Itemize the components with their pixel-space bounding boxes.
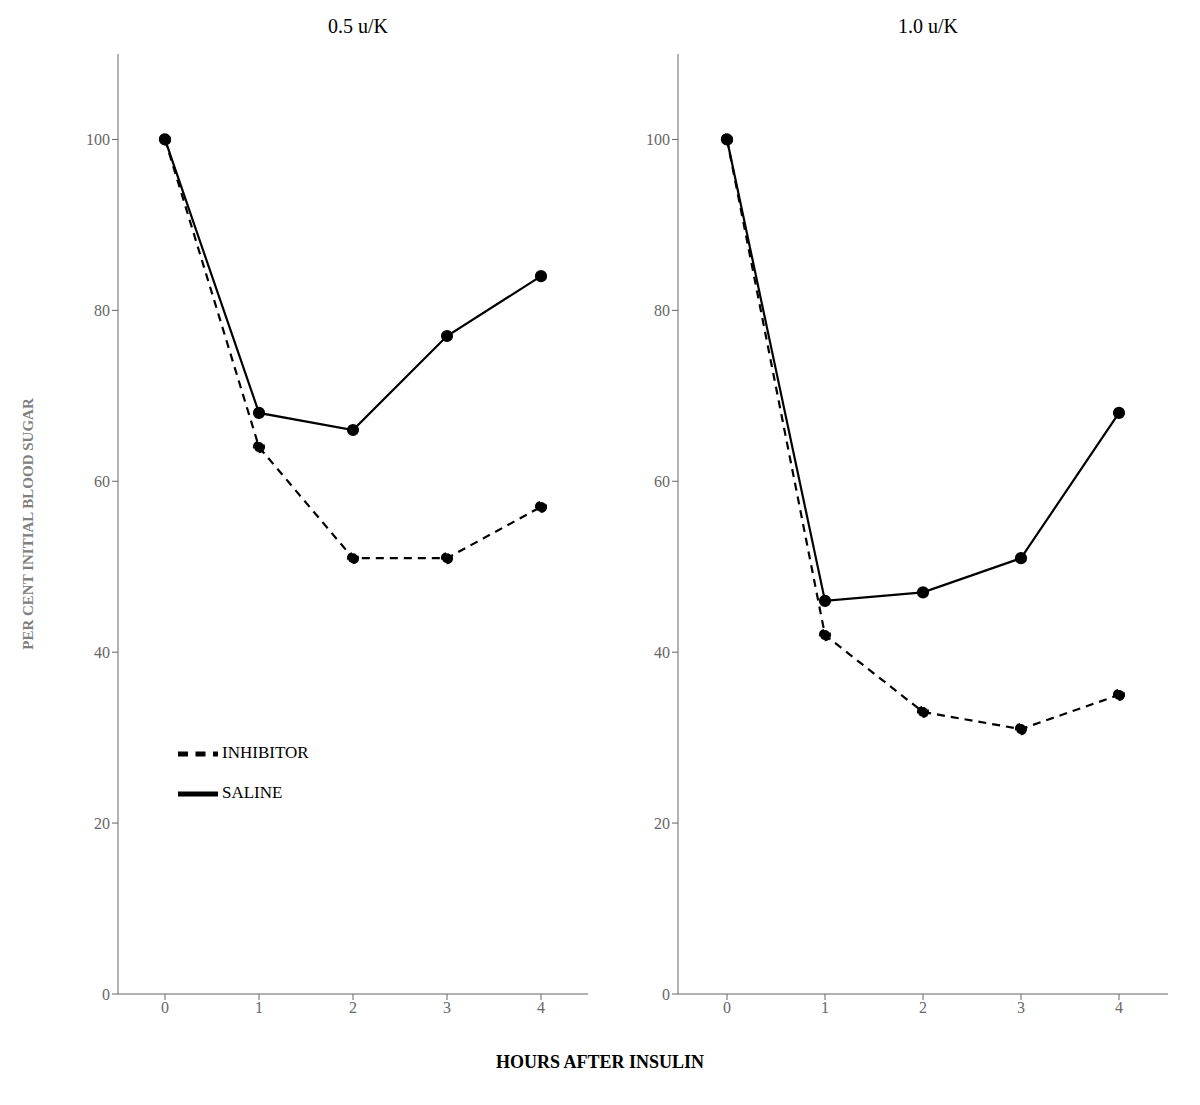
svg-text:40: 40 — [654, 644, 670, 661]
svg-text:20: 20 — [94, 815, 110, 832]
svg-text:80: 80 — [94, 302, 110, 319]
html-text:INHIBITOR: INHIBITOR — [222, 742, 309, 762]
svg-text:3: 3 — [1017, 999, 1025, 1016]
svg-text:20: 20 — [654, 815, 670, 832]
svg-text:80: 80 — [654, 302, 670, 319]
svg-text:1: 1 — [821, 999, 829, 1016]
svg-text:100: 100 — [86, 131, 110, 148]
svg-text:60: 60 — [94, 473, 110, 490]
svg-text:1: 1 — [255, 999, 263, 1016]
svg-text:4: 4 — [1115, 999, 1123, 1016]
svg-text:40: 40 — [94, 644, 110, 661]
svg-text:2: 2 — [349, 999, 357, 1016]
svg-text:2: 2 — [919, 999, 927, 1016]
svg-text:0: 0 — [102, 986, 110, 1003]
svg-text:0: 0 — [723, 999, 731, 1016]
svg-text:0: 0 — [161, 999, 169, 1016]
html-text:0.5 u/K: 0.5 u/K — [328, 15, 388, 37]
svg-text:PER CENT INITIAL BLOOD SUGAR: PER CENT INITIAL BLOOD SUGAR — [20, 398, 36, 650]
svg-text:4: 4 — [537, 999, 545, 1016]
html-text:HOURS AFTER INSULIN: HOURS AFTER INSULIN — [496, 1052, 704, 1072]
html-text:1.0 u/K: 1.0 u/K — [898, 15, 958, 37]
html-text:SALINE: SALINE — [222, 782, 283, 802]
svg-text:60: 60 — [654, 473, 670, 490]
svg-text:100: 100 — [646, 131, 670, 148]
svg-text:0: 0 — [662, 986, 670, 1003]
svg-text:3: 3 — [443, 999, 451, 1016]
